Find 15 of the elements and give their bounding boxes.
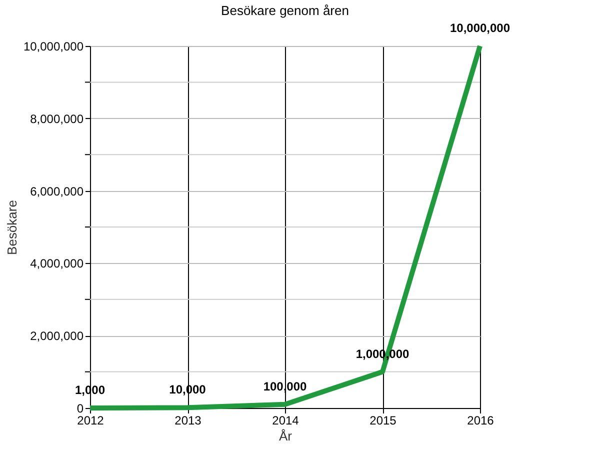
x-axis-title: År bbox=[279, 428, 293, 444]
x-tick-label: 2013 bbox=[174, 414, 202, 428]
x-tick-label: 2014 bbox=[272, 414, 300, 428]
y-tick-label: 2,000,000 bbox=[30, 329, 84, 344]
y-tick-label: 6,000,000 bbox=[30, 184, 84, 198]
x-tick-label: 2012 bbox=[77, 414, 104, 428]
y-tick-label: 0 bbox=[76, 402, 84, 416]
y-tick-label: 8,000,000 bbox=[30, 112, 84, 126]
data-label: 10,000,000 bbox=[450, 21, 510, 35]
y-tick-label: 10,000,000 bbox=[23, 40, 84, 54]
y-tick-label: 4,000,000 bbox=[30, 256, 84, 271]
chart-title: Besökare genom åren bbox=[221, 3, 349, 18]
x-tick-label: 2016 bbox=[467, 414, 494, 428]
x-tick-label: 2015 bbox=[370, 414, 397, 428]
y-axis-title: Besökare bbox=[4, 200, 20, 255]
